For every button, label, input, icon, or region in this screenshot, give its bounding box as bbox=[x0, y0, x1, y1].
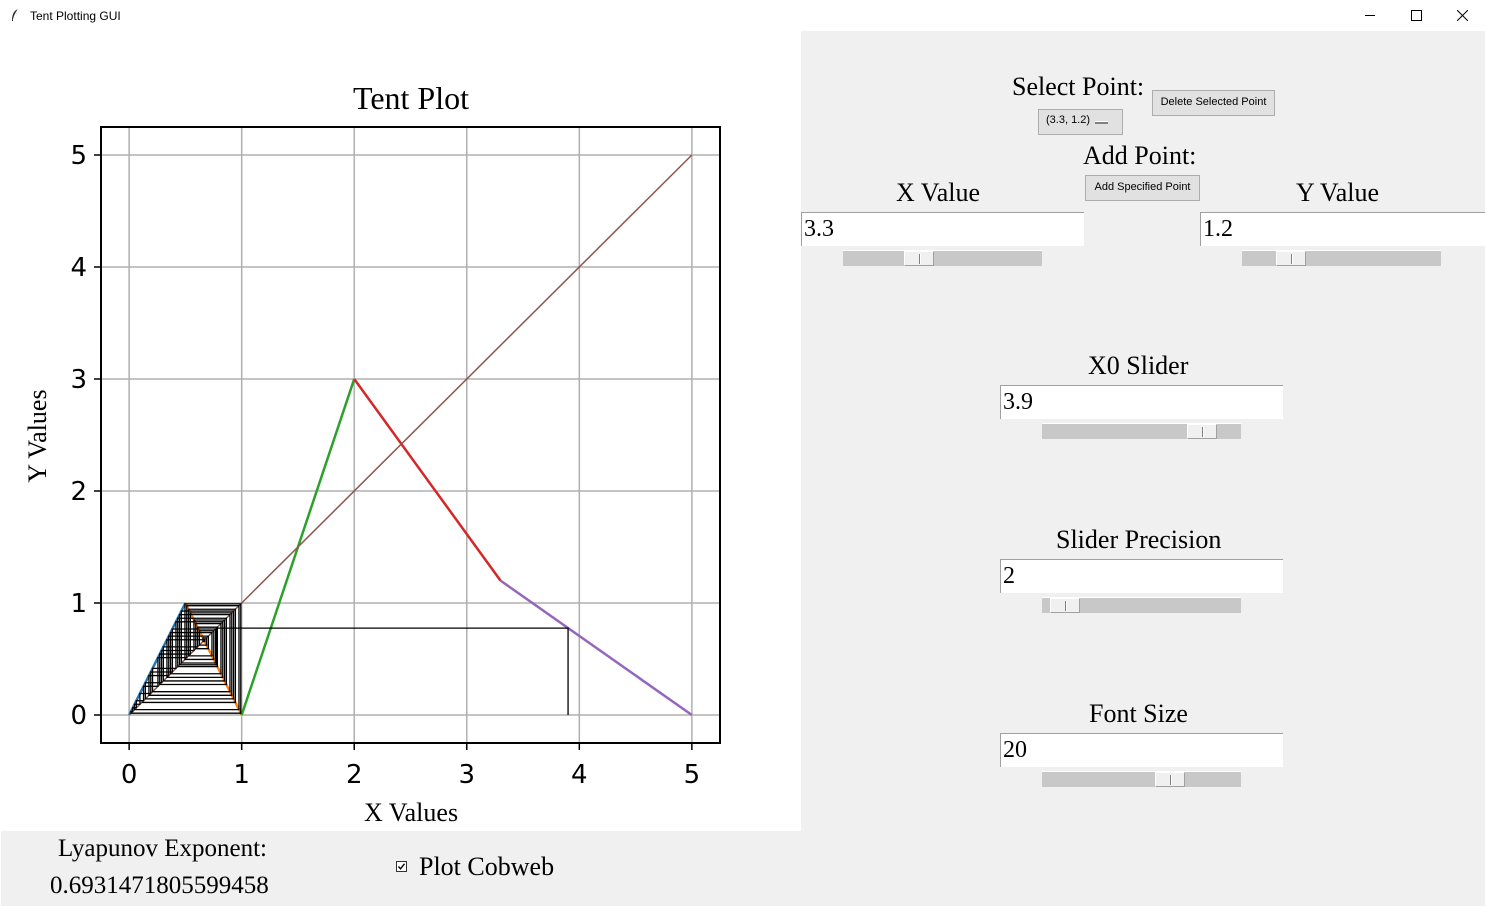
y-tick-label: 0 bbox=[70, 701, 87, 731]
x-tick-label: 2 bbox=[346, 760, 363, 790]
font-size-input[interactable]: 20 bbox=[1000, 733, 1283, 767]
add-point-label: Add Point: bbox=[1083, 141, 1197, 170]
x-value-slider[interactable] bbox=[843, 250, 1042, 266]
x-axis-label: X Values bbox=[364, 798, 458, 827]
series-line-4 bbox=[499, 579, 693, 717]
y-axis-label: Y Values bbox=[23, 389, 52, 482]
x0-slider-label: X0 Slider bbox=[1088, 351, 1189, 380]
x-value-label: X Value bbox=[896, 178, 981, 207]
maximize-icon bbox=[1411, 10, 1422, 21]
series-line-0 bbox=[128, 602, 187, 716]
close-icon bbox=[1457, 10, 1468, 21]
y-tick-label: 5 bbox=[70, 141, 87, 171]
title-bar: Tent Plotting GUI bbox=[0, 0, 1485, 31]
close-button[interactable] bbox=[1439, 0, 1485, 31]
control-panel: Select Point: Delete Selected Point (3.3… bbox=[801, 31, 1485, 906]
x-tick-label: 1 bbox=[233, 760, 250, 790]
slider-precision-label: Slider Precision bbox=[1056, 525, 1222, 554]
cobweb-path bbox=[130, 603, 569, 715]
font-size-label: Font Size bbox=[1089, 699, 1188, 728]
x-tick-label: 3 bbox=[458, 760, 475, 790]
x-value-input[interactable]: 3.3 bbox=[801, 212, 1084, 246]
cobweb-label: Plot Cobweb bbox=[419, 852, 555, 881]
x-tick-label: 0 bbox=[121, 760, 138, 790]
window-title: Tent Plotting GUI bbox=[30, 9, 121, 23]
y-value-label: Y Value bbox=[1296, 178, 1380, 207]
plot-canvas[interactable]: 0 1 2 3 4 5 0 1 2 3 4 5 Tent Plot X Values Y Values bbox=[1, 31, 801, 831]
y-tick-label: 2 bbox=[70, 477, 87, 507]
y-value-slider-thumb[interactable] bbox=[1276, 251, 1306, 266]
lyapunov-label: Lyapunov Exponent: bbox=[58, 835, 267, 862]
minimize-button[interactable] bbox=[1347, 0, 1393, 31]
x-value-slider-thumb[interactable] bbox=[904, 251, 934, 266]
slider-precision-input[interactable]: 2 bbox=[1000, 559, 1283, 593]
font-size-slider[interactable] bbox=[1042, 771, 1241, 787]
x-tick-label: 5 bbox=[684, 760, 701, 790]
y-tick-label: 3 bbox=[70, 365, 87, 395]
minimize-icon bbox=[1365, 15, 1375, 16]
add-specified-point-button[interactable]: Add Specified Point bbox=[1085, 175, 1200, 201]
y-tick-label: 4 bbox=[70, 253, 87, 283]
select-point-label: Select Point: bbox=[1012, 72, 1145, 101]
dropdown-indicator-icon bbox=[1095, 121, 1108, 124]
checkmark-icon bbox=[397, 863, 406, 870]
slider-precision-slider-thumb[interactable] bbox=[1050, 598, 1080, 613]
y-tick-label: 1 bbox=[70, 589, 87, 619]
slider-precision-slider[interactable] bbox=[1042, 597, 1241, 613]
cobweb-checkbox[interactable] bbox=[396, 861, 407, 872]
maximize-button[interactable] bbox=[1393, 0, 1439, 31]
bottom-bar: Lyapunov Exponent: 0.6931471805599458 Pl… bbox=[1, 831, 801, 906]
series-line-3 bbox=[353, 378, 502, 582]
y-value-input[interactable]: 1.2 bbox=[1200, 212, 1485, 246]
lyapunov-value: 0.6931471805599458 bbox=[50, 872, 269, 899]
plot-frame bbox=[100, 126, 721, 744]
x0-value-input[interactable]: 3.9 bbox=[1000, 385, 1283, 419]
selected-point-value: (3.3, 1.2) bbox=[1046, 114, 1091, 126]
chart-title: Tent Plot bbox=[353, 80, 469, 116]
point-select-dropdown[interactable]: (3.3, 1.2) bbox=[1038, 109, 1123, 135]
y-value-slider[interactable] bbox=[1242, 250, 1441, 266]
tent-plot-chart: 0 1 2 3 4 5 0 1 2 3 4 5 Tent Plot X Values Y Values bbox=[23, 80, 721, 827]
delete-selected-point-button[interactable]: Delete Selected Point bbox=[1152, 90, 1275, 116]
x0-slider-thumb[interactable] bbox=[1187, 424, 1217, 439]
x-tick-label: 4 bbox=[571, 760, 588, 790]
x0-slider[interactable] bbox=[1042, 423, 1241, 439]
feather-icon bbox=[10, 8, 20, 22]
font-size-slider-thumb[interactable] bbox=[1155, 772, 1185, 787]
